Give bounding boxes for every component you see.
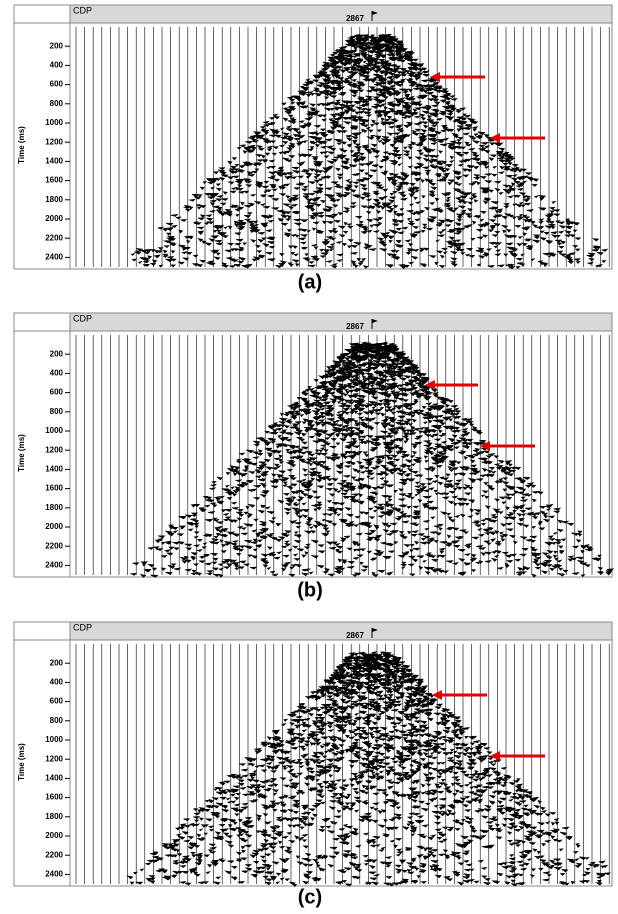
trace-label: 2867: [346, 14, 364, 23]
header-label: CDP: [73, 5, 92, 15]
trace-label: 2867: [346, 322, 364, 331]
y-tick-label: 1200: [45, 137, 63, 146]
panel: CDP2867200400600800100012001400160018002…: [14, 313, 613, 577]
panel-label: (a): [298, 271, 322, 293]
header-label: CDP: [73, 313, 92, 323]
y-tick-label: 1600: [45, 176, 63, 185]
y-tick-label: 600: [50, 80, 64, 89]
y-tick-label: 400: [50, 61, 64, 70]
header-band: [70, 313, 612, 331]
y-tick-label: 200: [50, 41, 64, 50]
y-tick-label: 1400: [45, 157, 63, 166]
y-tick-label: 800: [50, 99, 64, 108]
y-tick-label: 1800: [45, 195, 63, 204]
panel: CDP 2867 200 400 600 800 1000 1200 1400 1600 1800 2…: [14, 5, 612, 269]
y-tick-label: 2400: [45, 253, 63, 262]
header-band: [70, 5, 612, 23]
y-tick-label: 2000: [45, 214, 63, 223]
y-tick-label: 2200: [45, 233, 63, 242]
y-tick-label: 1000: [45, 118, 63, 127]
y-axis-label: Time (ms): [17, 126, 26, 164]
